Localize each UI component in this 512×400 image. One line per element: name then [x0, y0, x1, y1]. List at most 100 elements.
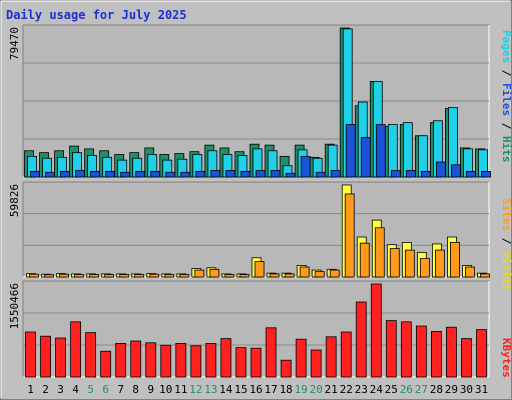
day-label-13: 13 [204, 383, 217, 396]
day-label-1: 1 [27, 383, 34, 396]
bar-pages-day-29 [451, 164, 461, 178]
bar-pages-day-12 [195, 170, 206, 178]
day-label-30: 30 [460, 383, 473, 396]
bar-pages-day-25 [390, 170, 401, 178]
bar-sites-day-20 [314, 271, 325, 278]
bar-pages-day-6 [105, 170, 116, 178]
bar-sites-day-28 [434, 249, 445, 278]
bar-sites-day-18 [284, 273, 295, 278]
bar-sites-day-27 [419, 258, 430, 278]
bar-pages-day-11 [180, 171, 191, 178]
bar-sites-day-24 [374, 227, 385, 278]
panel-2: 59826 [8, 181, 490, 278]
day-label-7: 7 [117, 383, 124, 396]
day-label-23: 23 [355, 383, 368, 396]
bar-pages-day-7 [120, 171, 131, 178]
series-sites [29, 193, 490, 278]
bar-sites-day-4 [74, 274, 85, 278]
bar-pages-day-1 [30, 170, 40, 178]
day-label-2: 2 [42, 383, 49, 396]
bar-sites-day-7 [119, 274, 130, 278]
day-label-22: 22 [340, 383, 353, 396]
bar-pages-day-18 [285, 172, 296, 178]
bar-kbytes-day-2 [40, 335, 51, 378]
bar-kbytes-day-27 [415, 325, 427, 378]
bar-kbytes-day-9 [145, 342, 157, 378]
bar-kbytes-day-15 [235, 347, 247, 378]
bar-kbytes-day-16 [250, 347, 262, 378]
bar-files-day-26 [402, 122, 413, 178]
legend-visits: Visits [500, 251, 512, 291]
day-label-16: 16 [249, 383, 262, 396]
bar-pages-day-9 [150, 170, 161, 178]
bar-pages-day-19 [300, 155, 311, 178]
legend-files: Files [500, 83, 512, 116]
day-label-24: 24 [370, 383, 384, 396]
bar-sites-day-23 [359, 242, 370, 278]
day-axis-labels: 1 2 3 4 5 6 7 8 9 10 11 12 13 14 15 16 17 18 19 20 21 22 23 24 2… [27, 383, 488, 396]
series-pages [30, 124, 491, 178]
bar-kbytes-day-4 [70, 321, 82, 378]
day-label-14: 14 [219, 383, 233, 396]
bar-pages-day-10 [165, 171, 176, 178]
day-label-21: 21 [325, 383, 338, 396]
bar-pages-day-8 [135, 170, 146, 178]
bar-sites-day-19 [299, 266, 310, 278]
bar-sites-day-12 [194, 269, 205, 278]
bar-pages-day-24 [375, 124, 386, 178]
bar-pages-day-15 [240, 170, 251, 178]
bar-sites-day-6 [104, 274, 115, 278]
bar-kbytes-day-17 [265, 327, 277, 378]
day-label-11: 11 [174, 383, 187, 396]
bar-kbytes-day-7 [115, 343, 127, 378]
bar-kbytes-day-3 [55, 337, 66, 378]
panel-3: 1550466 [8, 280, 490, 378]
bar-sites-day-25 [389, 248, 400, 278]
y-max-label: 59826 [8, 184, 21, 217]
bar-kbytes-day-23 [355, 301, 367, 378]
bar-kbytes-day-21 [325, 336, 337, 378]
bar-sites-day-29 [450, 241, 460, 278]
bar-pages-day-13 [210, 170, 221, 178]
bar-pages-day-27 [420, 170, 431, 178]
bar-pages-day-28 [435, 161, 446, 178]
panel-1: 79470 [8, 24, 491, 178]
day-label-3: 3 [57, 383, 64, 396]
series-kbytes [25, 283, 487, 378]
bar-pages-day-22 [345, 124, 356, 178]
bar-sites-day-2 [44, 274, 54, 278]
bar-pages-day-14 [225, 170, 236, 178]
bar-sites-day-15 [239, 274, 250, 278]
day-label-28: 28 [430, 383, 443, 396]
bar-sites-day-21 [329, 269, 340, 278]
bar-kbytes-day-24 [370, 283, 382, 378]
bar-kbytes-day-1 [25, 331, 36, 378]
bar-sites-day-16 [254, 261, 265, 278]
bar-pages-day-23 [360, 137, 371, 178]
day-label-26: 26 [400, 383, 413, 396]
day-label-18: 18 [279, 383, 292, 396]
legend-kbytes: KBytes [500, 338, 512, 378]
legend-pages: Pages [500, 30, 512, 63]
legend-panel-3: KBytes [500, 338, 512, 378]
bar-sites-day-31 [480, 273, 490, 278]
svg-text:Sites / Visits: Sites / Visits [500, 198, 512, 291]
bar-kbytes-day-11 [175, 343, 187, 378]
bar-sites-day-26 [404, 249, 415, 278]
day-label-8: 8 [132, 383, 139, 396]
bar-sites-day-17 [269, 273, 280, 278]
day-label-6: 6 [102, 383, 109, 396]
bar-kbytes-day-26 [400, 321, 412, 378]
bar-kbytes-day-30 [461, 338, 472, 378]
bar-sites-day-3 [59, 273, 69, 278]
bar-kbytes-day-10 [160, 344, 172, 378]
bar-kbytes-day-25 [385, 320, 397, 378]
bar-sites-day-9 [149, 273, 160, 278]
bar-pages-day-2 [45, 171, 55, 178]
day-label-17: 17 [264, 383, 277, 396]
bar-sites-day-8 [134, 274, 145, 278]
bar-pages-day-31 [481, 170, 491, 178]
bar-files-day-25 [387, 124, 398, 178]
bar-sites-day-13 [209, 268, 220, 278]
day-label-19: 19 [294, 383, 307, 396]
